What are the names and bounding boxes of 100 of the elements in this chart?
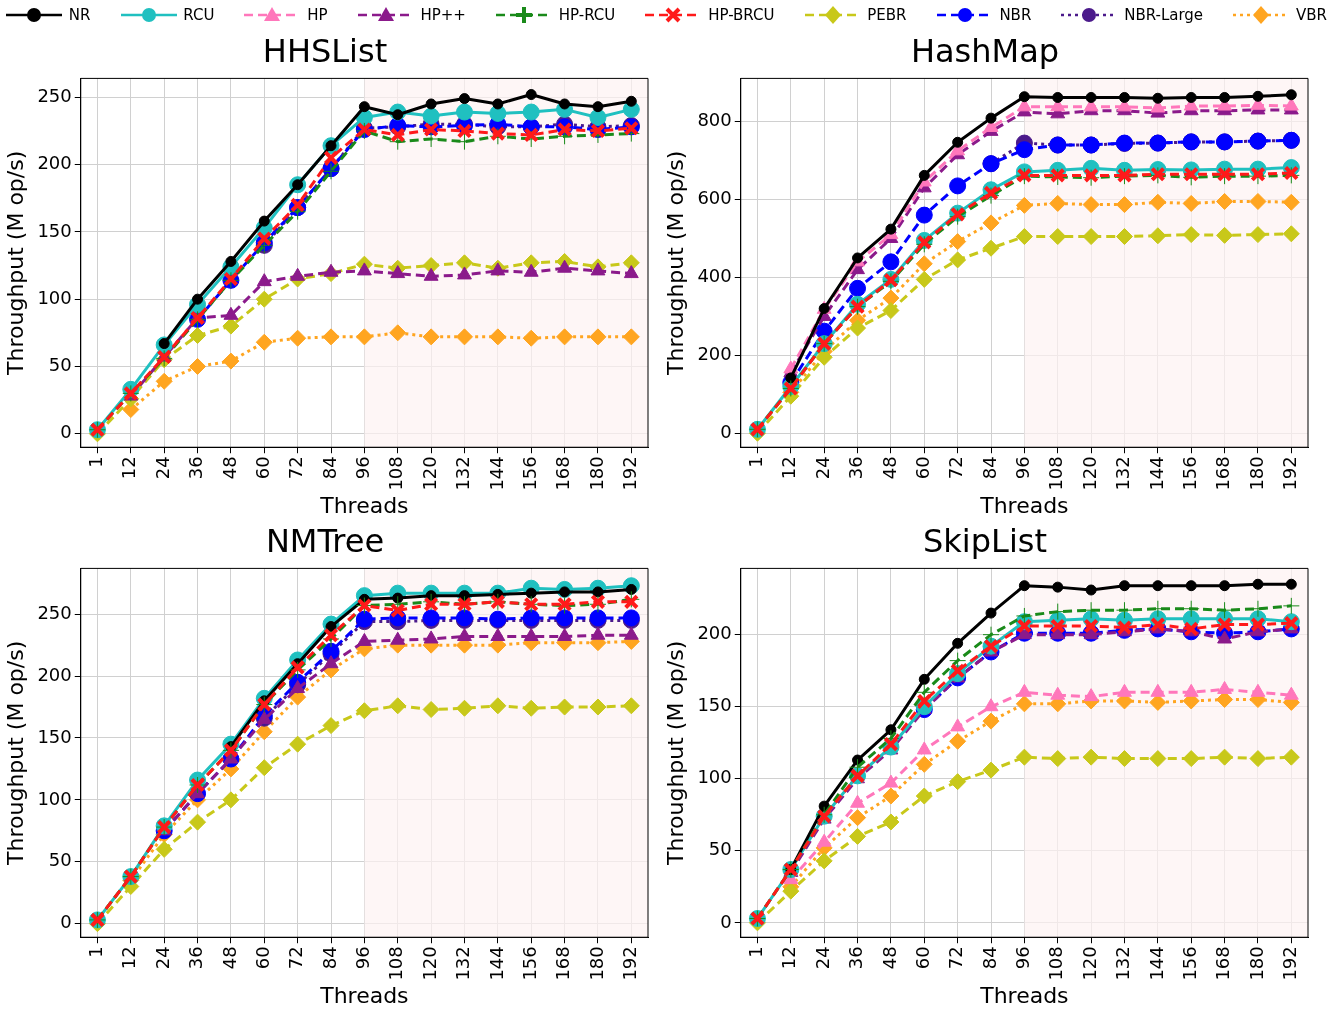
y-tick-label: 0 bbox=[60, 911, 72, 933]
x-tick-label: 12 bbox=[118, 456, 140, 480]
x-axis-title: Threads bbox=[319, 982, 409, 1008]
legend-label: HP-BRCU bbox=[707, 5, 775, 25]
x-tick-label: 96 bbox=[1012, 456, 1034, 480]
x-tick-label: 72 bbox=[285, 456, 307, 480]
y-tick-label: 0 bbox=[60, 421, 72, 443]
x-tick-label: 36 bbox=[185, 456, 207, 480]
legend-label: HP++ bbox=[419, 5, 466, 25]
x-tick-label: 24 bbox=[151, 946, 173, 970]
x-tick-label: 60 bbox=[911, 946, 933, 970]
x-tick-label: 132 bbox=[1112, 946, 1134, 981]
x-axis-title: Threads bbox=[979, 492, 1069, 518]
legend-label: HP-RCU bbox=[557, 5, 616, 25]
y-tick-label: 50 bbox=[708, 838, 732, 860]
x-tick-label: 144 bbox=[485, 456, 507, 491]
legend-label: PEBR bbox=[866, 5, 907, 25]
chart-title: SkipList bbox=[923, 521, 1047, 560]
x-tick-label: 72 bbox=[285, 946, 307, 970]
x-tick-label: 120 bbox=[1078, 946, 1100, 981]
y-axis-title: Throughput (M op/s) bbox=[662, 150, 688, 376]
x-tick-label: 84 bbox=[978, 456, 1000, 480]
x-tick-label: 108 bbox=[1045, 456, 1067, 491]
y-tick-label: 50 bbox=[48, 849, 72, 871]
x-tick-label: 24 bbox=[811, 946, 833, 970]
y-tick-label: 600 bbox=[697, 187, 732, 209]
x-tick-label: 132 bbox=[452, 946, 474, 981]
y-tick-label: 150 bbox=[37, 725, 72, 747]
x-tick-label: 180 bbox=[585, 456, 607, 491]
x-tick-label: 192 bbox=[618, 946, 640, 981]
legend-label: NBR-Large bbox=[1123, 5, 1204, 25]
y-tick-label: 200 bbox=[37, 663, 72, 685]
x-tick-label: 156 bbox=[1178, 946, 1200, 981]
x-tick-label: 60 bbox=[251, 946, 273, 970]
chart-title: NMTree bbox=[265, 521, 385, 560]
x-tick-label: 1 bbox=[85, 946, 107, 958]
x-tick-label: 168 bbox=[1212, 456, 1234, 491]
x-tick-label: 120 bbox=[1078, 456, 1100, 491]
x-tick-label: 120 bbox=[418, 946, 440, 981]
y-axis-title: Throughput (M op/s) bbox=[2, 150, 28, 376]
x-tick-label: 108 bbox=[1045, 946, 1067, 981]
legend-label: VBR bbox=[1294, 5, 1327, 25]
y-tick-label: 100 bbox=[697, 766, 732, 788]
x-tick-label: 132 bbox=[452, 456, 474, 491]
x-tick-label: 60 bbox=[251, 456, 273, 480]
y-tick-label: 0 bbox=[720, 420, 732, 442]
y-tick-label: 150 bbox=[37, 219, 72, 241]
legend-label: HP bbox=[306, 5, 328, 25]
x-tick-label: 192 bbox=[618, 456, 640, 491]
x-tick-label: 144 bbox=[1145, 456, 1167, 491]
x-tick-label: 48 bbox=[218, 456, 240, 480]
y-tick-label: 50 bbox=[48, 354, 72, 376]
y-tick-label: 400 bbox=[697, 265, 732, 287]
x-tick-label: 108 bbox=[385, 946, 407, 981]
x-tick-label: 72 bbox=[945, 456, 967, 480]
x-tick-label: 72 bbox=[945, 946, 967, 970]
x-tick-label: 48 bbox=[878, 456, 900, 480]
x-tick-label: 12 bbox=[778, 456, 800, 480]
x-tick-label: 84 bbox=[978, 946, 1000, 970]
x-tick-label: 1 bbox=[85, 456, 107, 468]
legend-label: RCU bbox=[182, 5, 215, 25]
chart-title: HHSList bbox=[262, 31, 388, 70]
y-tick-label: 150 bbox=[697, 694, 732, 716]
chart-title: HashMap bbox=[910, 31, 1060, 70]
x-tick-label: 96 bbox=[352, 456, 374, 480]
x-tick-label: 168 bbox=[552, 946, 574, 981]
x-axis-title: Threads bbox=[319, 492, 409, 518]
y-tick-label: 100 bbox=[37, 286, 72, 308]
x-tick-label: 60 bbox=[911, 456, 933, 480]
x-tick-label: 36 bbox=[845, 456, 867, 480]
x-tick-label: 84 bbox=[318, 456, 340, 480]
x-tick-label: 180 bbox=[585, 946, 607, 981]
x-tick-label: 24 bbox=[811, 456, 833, 480]
y-tick-label: 0 bbox=[720, 910, 732, 932]
x-tick-label: 156 bbox=[1178, 456, 1200, 491]
y-tick-label: 800 bbox=[697, 109, 732, 131]
y-axis-title: Throughput (M op/s) bbox=[2, 640, 28, 866]
x-tick-label: 192 bbox=[1278, 456, 1300, 491]
x-tick-label: 168 bbox=[552, 456, 574, 491]
x-tick-label: 156 bbox=[518, 456, 540, 491]
legend-label: NBR bbox=[998, 5, 1032, 25]
x-tick-label: 36 bbox=[185, 946, 207, 970]
y-axis-title: Throughput (M op/s) bbox=[662, 640, 688, 866]
x-tick-label: 144 bbox=[1145, 946, 1167, 981]
y-tick-label: 250 bbox=[37, 601, 72, 623]
x-tick-label: 12 bbox=[778, 946, 800, 970]
y-tick-label: 200 bbox=[697, 343, 732, 364]
x-tick-label: 144 bbox=[485, 946, 507, 981]
x-tick-label: 1 bbox=[745, 946, 767, 958]
x-tick-label: 156 bbox=[518, 946, 540, 981]
y-tick-label: 250 bbox=[37, 84, 72, 106]
x-tick-label: 24 bbox=[151, 456, 173, 480]
x-tick-label: 96 bbox=[352, 946, 374, 970]
x-tick-label: 1 bbox=[745, 456, 767, 468]
x-tick-label: 180 bbox=[1245, 946, 1267, 981]
x-tick-label: 48 bbox=[218, 946, 240, 970]
x-tick-label: 180 bbox=[1245, 456, 1267, 491]
x-tick-label: 12 bbox=[118, 946, 140, 970]
x-tick-label: 168 bbox=[1212, 946, 1234, 981]
x-tick-label: 48 bbox=[878, 946, 900, 970]
